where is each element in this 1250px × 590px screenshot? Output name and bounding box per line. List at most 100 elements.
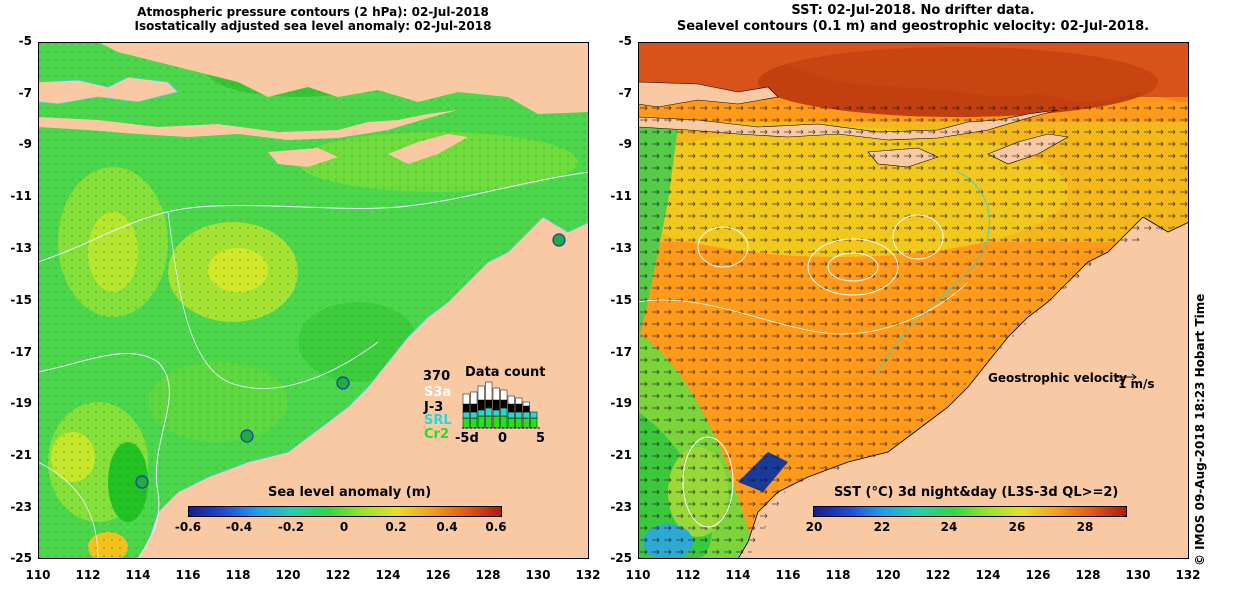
data-count-bar [486,416,493,428]
tide-gauge-marker [241,430,253,442]
y-tick: -15 [600,293,632,307]
dc-axis-label: 5 [536,431,545,447]
x-tick: 130 [518,568,558,582]
data-count-bar [463,412,470,418]
data-count-bar [508,418,515,428]
data-count-bar [478,410,485,416]
data-count-bar [508,404,515,412]
y-tick: -11 [0,189,32,203]
cb-tick: 0.4 [427,520,467,534]
y-tick: -17 [600,345,632,359]
data-count-bar [523,406,530,412]
data-count-bar [501,390,508,400]
data-count-bar [471,404,478,412]
y-tick: -13 [600,241,632,255]
cb-tick: 0 [324,520,364,534]
velocity-legend-label: Geostrophic velocity [988,371,1127,385]
data-count-bar [493,416,500,428]
x-tick: 124 [968,568,1008,582]
right-colorbar-title: SST (°C) 3d night&day (L3S-3d QL>=2) [834,485,1118,500]
y-tick: -13 [0,241,32,255]
data-count-bar [508,412,515,418]
data-count-max: 370 [423,369,450,385]
data-count-bar [501,408,508,416]
cb-tick: 0.6 [476,520,516,534]
data-count-bar [463,404,470,412]
data-count-bar [531,418,538,428]
data-count-bar [501,416,508,428]
data-count-bar [516,404,523,412]
y-tick: -21 [600,448,632,462]
y-tick: -23 [0,500,32,514]
data-count-bar [471,418,478,428]
y-tick: -19 [600,396,632,410]
data-count-bar [493,410,500,416]
data-count-bar [471,412,478,418]
tide-gauge-marker [337,377,349,389]
x-tick: 122 [918,568,958,582]
data-count-bar [493,400,500,410]
data-count-bar [493,388,500,400]
data-count-bar [486,382,493,400]
satellite-s3a: S3a [424,385,451,401]
right-title-line2: Sealevel contours (0.1 m) and geostrophi… [638,19,1188,35]
data-count-bar [463,394,470,404]
data-count-bar [478,386,485,400]
x-tick: 110 [618,568,658,582]
y-tick: -5 [0,34,32,48]
left-title-line1: Atmospheric pressure contours (2 hPa): 0… [38,5,588,19]
x-tick: 116 [768,568,808,582]
x-tick: 118 [818,568,858,582]
data-count-bar [516,398,523,404]
cb-tick: 22 [862,520,902,534]
left-colorbar [188,506,502,517]
velocity-legend-unit: 1 m/s [1118,377,1155,391]
x-tick: 120 [868,568,908,582]
x-tick: 110 [18,568,58,582]
dc-axis-label: -5d [455,431,479,447]
sea-level-anomaly-map [38,42,589,559]
y-tick: -7 [0,86,32,100]
data-count-bars [462,378,542,430]
imos-credit: © IMOS 09-Aug-2018 18:23 Hobart Time [1193,294,1207,566]
y-tick: -5 [600,34,632,48]
data-count-bar [531,412,538,418]
x-tick: 128 [468,568,508,582]
satellite-cr2: Cr2 [424,427,449,443]
left-colorbar-title: Sea level anomaly (m) [268,485,431,500]
y-tick: -11 [600,189,632,203]
data-count-bar [516,412,523,418]
x-tick: 132 [1168,568,1208,582]
x-tick: 112 [68,568,108,582]
cb-tick: -0.2 [271,520,311,534]
data-count-bar [501,400,508,408]
y-tick: -19 [0,396,32,410]
right-colorbar [813,506,1127,517]
cb-tick: 20 [794,520,834,534]
y-tick: -25 [600,551,632,565]
x-tick: 116 [168,568,208,582]
data-count-bar [486,408,493,416]
y-tick: -9 [0,137,32,151]
data-count-bar [508,396,515,404]
y-tick: -15 [0,293,32,307]
x-tick: 120 [268,568,308,582]
y-tick: -25 [0,551,32,565]
sst-map [638,42,1189,559]
data-count-bar [463,418,470,428]
data-count-bar [478,400,485,410]
cb-tick: 0.2 [376,520,416,534]
tide-gauge-marker [553,234,565,246]
x-tick: 122 [318,568,358,582]
x-tick: 112 [668,568,708,582]
data-count-bar [523,418,530,428]
x-tick: 114 [118,568,158,582]
y-tick: -17 [0,345,32,359]
x-tick: 114 [718,568,758,582]
x-tick: 124 [368,568,408,582]
data-count-bar [486,400,493,408]
data-count-bar [523,412,530,418]
x-tick: 126 [1018,568,1058,582]
x-tick: 118 [218,568,258,582]
tide-gauge-marker [136,476,148,488]
